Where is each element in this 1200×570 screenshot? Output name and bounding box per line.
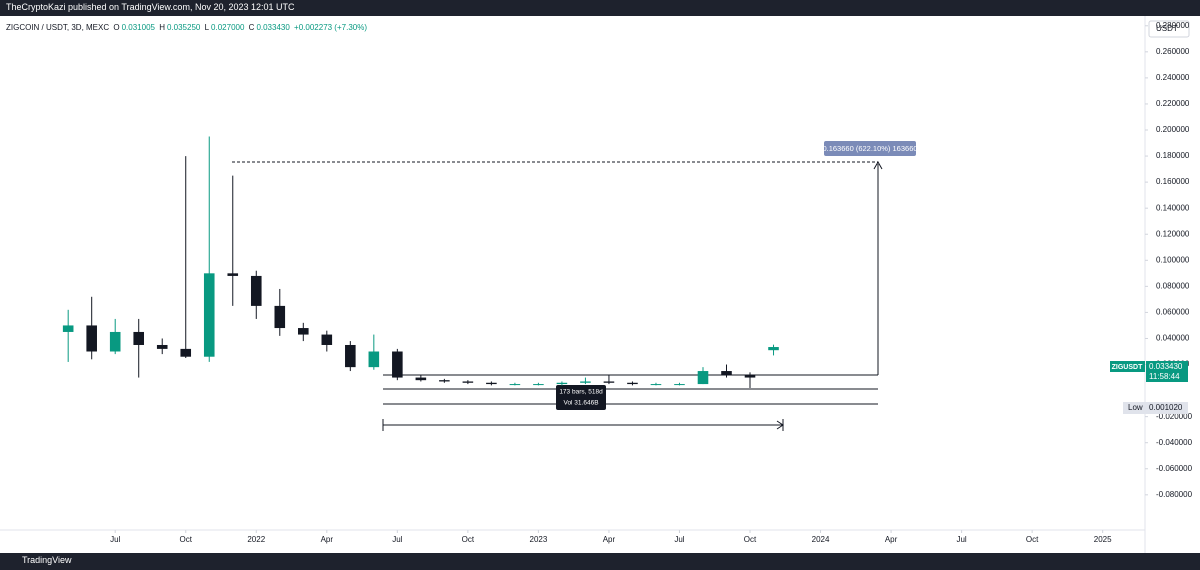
- range-label: 173 bars, 518d: [559, 389, 603, 396]
- candle-body: [321, 334, 333, 345]
- publisher: TheCryptoKazi published on TradingView.c…: [6, 2, 295, 12]
- candle-body: [486, 382, 497, 385]
- change: +0.002273 (+7.30%): [294, 23, 367, 32]
- x-tick-label: Oct: [462, 535, 475, 544]
- candle-body: [627, 382, 638, 385]
- x-tick-label: Oct: [744, 535, 757, 544]
- y-tick-label: 0.160000: [1156, 177, 1190, 186]
- candle-body: [744, 374, 756, 378]
- x-tick-label: Apr: [603, 535, 616, 544]
- y-tick-label: 0.040000: [1156, 334, 1190, 343]
- candle-body: [368, 351, 380, 368]
- y-tick-label: -0.040000: [1156, 438, 1193, 447]
- l-label: L: [204, 23, 210, 32]
- ticker: ZIGUSDT: [1112, 364, 1143, 371]
- c-label: C: [248, 23, 255, 32]
- candle-body: [439, 380, 450, 382]
- candle-body: [650, 384, 662, 386]
- candle-body: [462, 381, 474, 383]
- x-tick-label: Oct: [180, 535, 193, 544]
- x-tick-label: 2022: [247, 535, 265, 544]
- chart: USDT 0.163660 (622.10%) 163660 173 bars,…: [0, 16, 1193, 553]
- range-label-box: [556, 385, 606, 410]
- candle-body: [697, 371, 709, 385]
- c-value: 0.033430: [256, 23, 290, 32]
- y-tick-label: 0.240000: [1156, 73, 1190, 82]
- x-tick-label: 2024: [812, 535, 830, 544]
- candle-body: [509, 384, 521, 386]
- y-tick-label: 0.060000: [1156, 308, 1190, 317]
- y-tick-label: 0.100000: [1156, 255, 1190, 264]
- y-tick-label: 0.220000: [1156, 99, 1190, 108]
- x-tick-label: Jul: [110, 535, 120, 544]
- o-label: O: [113, 23, 120, 32]
- candle-body: [62, 325, 74, 332]
- legend: ZIGCOIN / USDT, 3D, MEXC O 0.031005 H 0.03…: [6, 23, 369, 32]
- candle-body: [109, 331, 121, 352]
- brand: TradingView: [22, 555, 72, 565]
- x-tick-label: 2025: [1094, 535, 1112, 544]
- x-tick-label: Apr: [321, 535, 334, 544]
- last-price-tag: [1146, 361, 1188, 382]
- candle-body: [133, 331, 145, 345]
- countdown: 11:58:44: [1149, 372, 1180, 381]
- last-price: 0.033430: [1149, 362, 1183, 371]
- y-tick-label: -0.080000: [1156, 490, 1193, 499]
- candle-body: [274, 305, 286, 329]
- ticker-tag: [1110, 361, 1145, 372]
- y-tick-label: 0.080000: [1156, 281, 1190, 290]
- y-tick-label: -0.020000: [1156, 412, 1193, 421]
- low-tag: [1123, 402, 1188, 414]
- o-value: 0.031005: [121, 23, 155, 32]
- chart-area: USDT 0.163660 (622.10%) 163660 173 bars,…: [0, 16, 1200, 553]
- candle-body: [580, 381, 591, 383]
- candle-body: [250, 275, 262, 306]
- low-label: Low: [1128, 403, 1143, 412]
- x-tick-label: 2023: [530, 535, 548, 544]
- candle-body: [156, 344, 168, 349]
- candle-body: [298, 328, 309, 335]
- candle-body: [721, 371, 732, 375]
- symbol: ZIGCOIN / USDT, 3D, MEXC: [6, 23, 110, 32]
- x-tick-label: Apr: [885, 535, 898, 544]
- y-tick-label: 0.140000: [1156, 203, 1190, 212]
- candle-body: [768, 347, 779, 351]
- x-tick-label: Jul: [392, 535, 402, 544]
- h-label: H: [159, 23, 165, 32]
- y-tick-label: 0.200000: [1156, 125, 1190, 134]
- arrow-head: [776, 420, 784, 430]
- y-tick-label: 0.180000: [1156, 151, 1190, 160]
- volume-label: Vol 31.646B: [563, 400, 598, 407]
- candle-body: [227, 273, 239, 276]
- y-tick-label: 0.280000: [1156, 21, 1190, 30]
- candle-body: [415, 377, 427, 381]
- y-tick-label: -0.060000: [1156, 464, 1193, 473]
- x-tick-label: Jul: [956, 535, 966, 544]
- low-value: 0.001020: [1149, 403, 1183, 412]
- measure-label-box: [824, 141, 916, 156]
- y-tick-label: 0.120000: [1156, 229, 1190, 238]
- candle-body: [392, 351, 403, 378]
- currency: USDT: [1156, 24, 1178, 33]
- x-tick-label: Jul: [674, 535, 684, 544]
- x-tick-label: Oct: [1026, 535, 1039, 544]
- candle-body: [674, 384, 685, 386]
- currency-box[interactable]: [1148, 20, 1190, 38]
- arrow-head: [873, 160, 883, 170]
- candle-body: [345, 344, 356, 368]
- candle-body: [180, 348, 192, 357]
- y-tick-label: 0.260000: [1156, 47, 1190, 56]
- candle-body: [203, 273, 215, 357]
- measure-label: 0.163660 (622.10%) 163660: [822, 144, 917, 153]
- candle-body: [86, 325, 97, 352]
- l-value: 0.027000: [211, 23, 245, 32]
- h-value: 0.035250: [166, 23, 201, 32]
- candle-body: [533, 384, 544, 386]
- candle-body: [556, 382, 568, 385]
- candle-body: [603, 381, 615, 383]
